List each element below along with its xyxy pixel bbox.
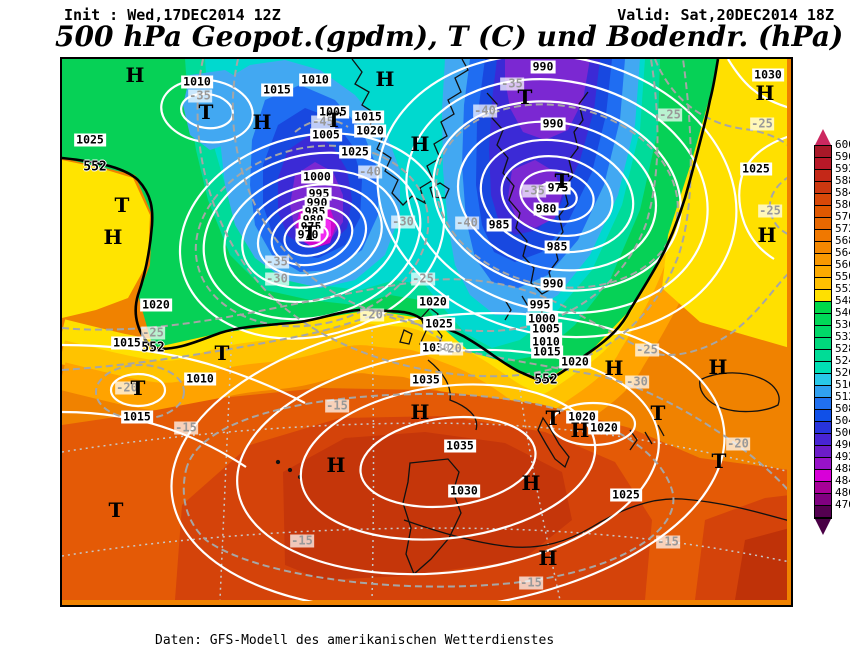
colorbar-cell bbox=[815, 278, 831, 290]
colorbar-cell bbox=[815, 446, 831, 458]
colorbar-cell bbox=[815, 434, 831, 446]
init-time-label: Init : Wed,17DEC2014 12Z bbox=[64, 6, 281, 24]
credits-line-1: Daten: GFS-Modell des amerikanischen Wet… bbox=[155, 633, 555, 648]
colorbar-cell bbox=[815, 458, 831, 470]
valid-time-label: Valid: Sat,20DEC2014 18Z bbox=[617, 6, 834, 24]
colorbar-tick-label: 504 bbox=[835, 414, 850, 427]
colorbar-tick-label: 532 bbox=[835, 330, 850, 343]
colorbar-tick-label: 520 bbox=[835, 366, 850, 379]
colorbar-cell bbox=[815, 374, 831, 386]
colorbar-tick-label: 568 bbox=[835, 234, 850, 247]
colorbar-cell bbox=[815, 314, 831, 326]
credits: Daten: GFS-Modell des amerikanischen Wet… bbox=[155, 601, 554, 657]
weather-map bbox=[60, 57, 793, 607]
colorbar-tick-label: 560 bbox=[835, 258, 850, 271]
colorbar-tick-label: 480 bbox=[835, 486, 850, 499]
colorbar-tick-label: 596 bbox=[835, 150, 850, 163]
colorbar-cell bbox=[815, 146, 831, 158]
colorbar-cell bbox=[815, 218, 831, 230]
colorbar-cell bbox=[815, 482, 831, 494]
colorbar-cell bbox=[815, 326, 831, 338]
colorbar-cell bbox=[815, 338, 831, 350]
colorbar-cell bbox=[815, 170, 831, 182]
colorbar-tick-label: 588 bbox=[835, 174, 850, 187]
colorbar-tick-label: 576 bbox=[835, 210, 850, 223]
colorbar-cell bbox=[815, 254, 831, 266]
colorbar-cell bbox=[815, 158, 831, 170]
colorbar-cell bbox=[815, 302, 831, 314]
colorbar-cell bbox=[815, 386, 831, 398]
colorbar-cell bbox=[815, 350, 831, 362]
colorbar-tick-label: 524 bbox=[835, 354, 850, 367]
colorbar: 6005965925885845805765725685645605565525… bbox=[814, 129, 850, 545]
colorbar-tick-label: 572 bbox=[835, 222, 850, 235]
colorbar-tick-label: 536 bbox=[835, 318, 850, 331]
colorbar-tick-label: 500 bbox=[835, 426, 850, 439]
colorbar-tick-label: 516 bbox=[835, 378, 850, 391]
colorbar-cell bbox=[815, 506, 831, 518]
colorbar-tick-label: 580 bbox=[835, 198, 850, 211]
colorbar-tick-label: 564 bbox=[835, 246, 850, 259]
colorbar-tick-label: 556 bbox=[835, 270, 850, 283]
colorbar-bottom-arrow-icon bbox=[815, 519, 831, 535]
colorbar-tick-label: 540 bbox=[835, 306, 850, 319]
colorbar-tick-label: 552 bbox=[835, 282, 850, 295]
colorbar-cell bbox=[815, 266, 831, 278]
colorbar-tick-label: 508 bbox=[835, 402, 850, 415]
colorbar-tick-label: 600 bbox=[835, 138, 850, 151]
colorbar-tick-label: 496 bbox=[835, 438, 850, 451]
colorbar-cell bbox=[815, 242, 831, 254]
colorbar-cell bbox=[815, 398, 831, 410]
colorbar-cell bbox=[815, 230, 831, 242]
colorbar-cell bbox=[815, 206, 831, 218]
colorbar-tick-label: 584 bbox=[835, 186, 850, 199]
colorbar-tick-label: 548 bbox=[835, 294, 850, 307]
colorbar-top-arrow-icon bbox=[815, 129, 831, 145]
colorbar-tick-label: 476 bbox=[835, 498, 850, 511]
colorbar-cell bbox=[815, 410, 831, 422]
weather-map-canvas bbox=[62, 59, 787, 601]
page-title: 500 hPa Geopot.(gpdm), T (C) und Bodendr… bbox=[55, 20, 844, 53]
colorbar-tick-label: 512 bbox=[835, 390, 850, 403]
colorbar-tick-label: 484 bbox=[835, 474, 850, 487]
colorbar-cell bbox=[815, 290, 831, 302]
colorbar-tick-label: 492 bbox=[835, 450, 850, 463]
colorbar-cell bbox=[815, 182, 831, 194]
colorbar-cell bbox=[815, 494, 831, 506]
colorbar-cell bbox=[815, 422, 831, 434]
colorbar-tick-label: 488 bbox=[835, 462, 850, 475]
colorbar-cell bbox=[815, 194, 831, 206]
colorbar-cell bbox=[815, 470, 831, 482]
colorbar-tick-label: 528 bbox=[835, 342, 850, 355]
colorbar-scale bbox=[814, 145, 832, 519]
colorbar-tick-label: 592 bbox=[835, 162, 850, 175]
colorbar-cell bbox=[815, 362, 831, 374]
